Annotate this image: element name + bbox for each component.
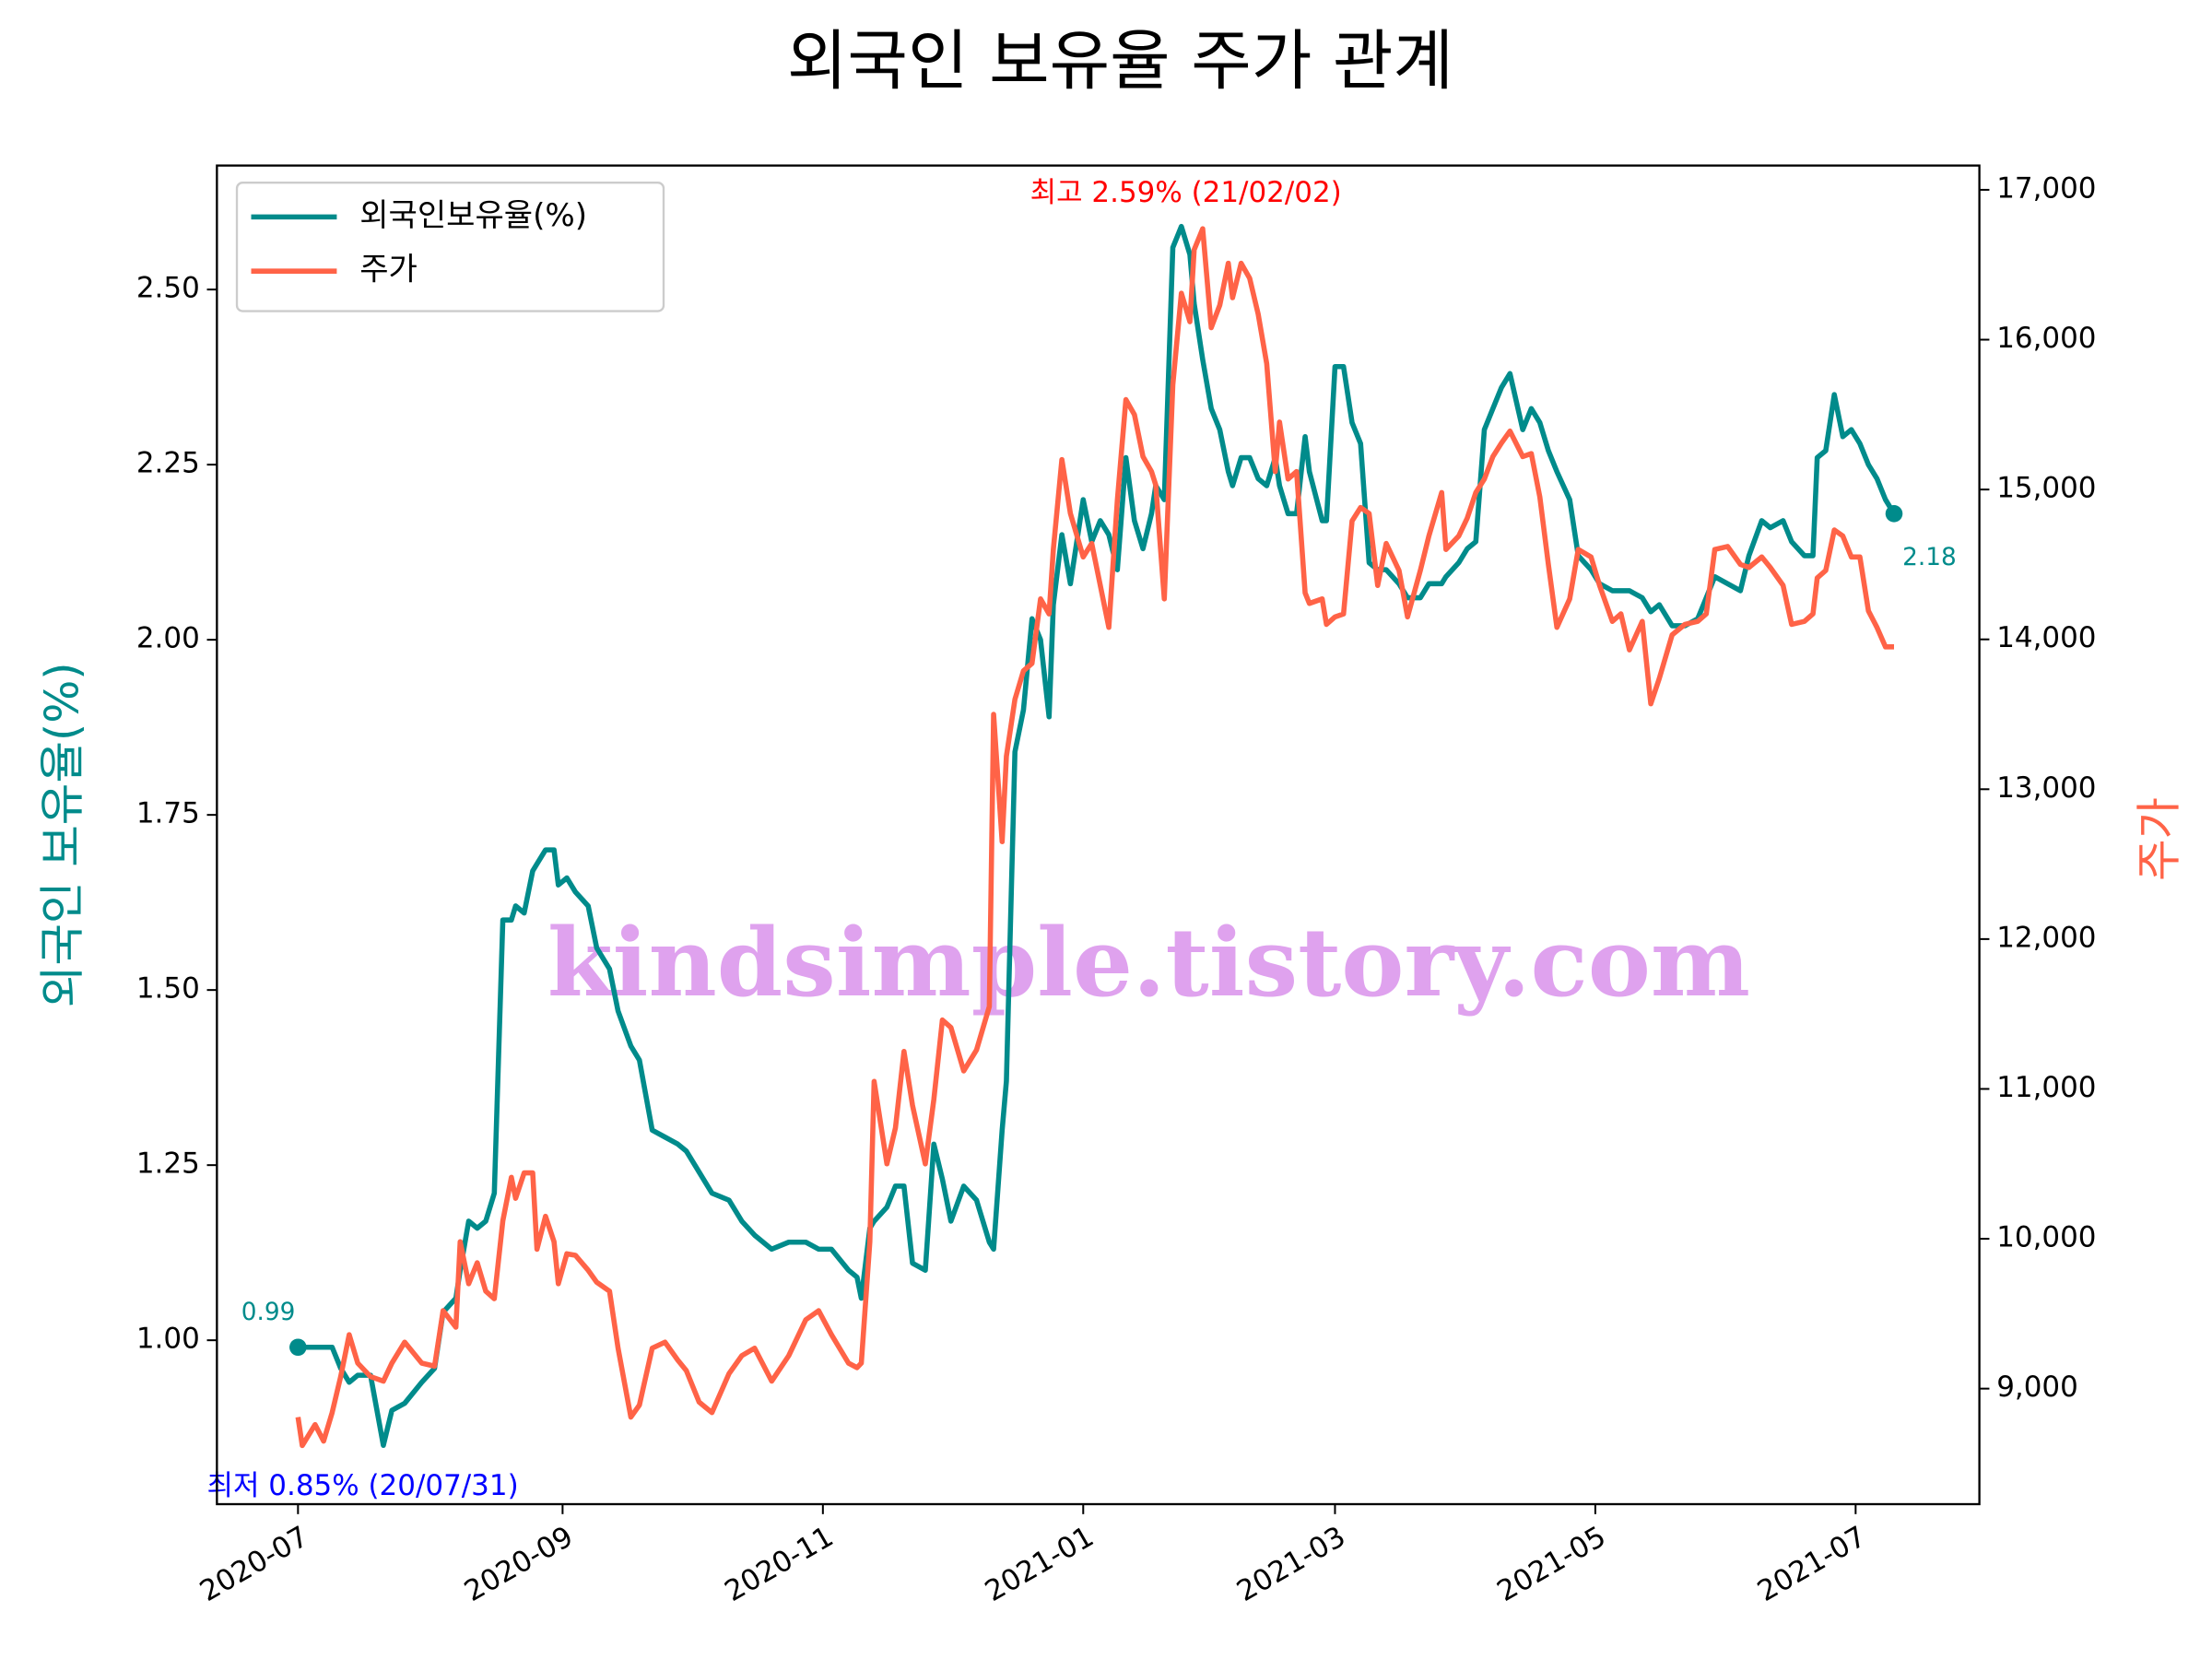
y2-tick-label: 13,000 [1996,771,2096,805]
legend: 외국인보유율(%) 주가 [235,182,665,312]
legend-label: 주가 [359,252,418,288]
y-tick-label: 1.50 [136,972,200,1006]
legend-box [235,182,665,312]
point-marker [1885,505,1903,523]
y-tick-label: 2.25 [136,447,200,480]
data-line [295,226,1895,1449]
y2-tick-label: 9,000 [1996,1371,2078,1404]
annotation: 최고 2.59% (21/02/02) [1030,176,1342,209]
data-line [298,223,1897,1448]
y2-tick-label: 14,000 [1996,621,2096,654]
y-tick-label: 1.25 [136,1147,200,1181]
annotation: 최저 0.85% (20/07/31) [207,1469,519,1502]
chart-title: 외국인 보유율 주가 관계 [787,23,1453,100]
y2-tick-label: 17,000 [1996,171,2096,205]
point-marker [289,1338,307,1357]
watermark: kindsimple.tistory.com [547,908,1750,1018]
plot-frame [216,164,1981,1506]
y2-tick-label: 16,000 [1996,322,2096,355]
y-tick-label: 1.75 [136,797,200,830]
y2-axis-label: 주가 [2132,797,2185,881]
y-tick-label: 1.00 [136,1323,200,1356]
legend-label: 외국인보유율(%) [359,197,587,234]
point-label: 2.18 [1902,544,1957,571]
point-label: 0.99 [241,1299,296,1326]
y-tick-label: 2.00 [136,622,200,655]
y-tick-label: 2.50 [136,272,200,305]
y-axis-label: 외국인 보유율(%) [36,662,89,1007]
y2-tick-label: 10,000 [1996,1221,2096,1254]
y2-tick-label: 12,000 [1996,921,2096,954]
y2-tick-label: 15,000 [1996,472,2096,505]
y2-tick-label: 11,000 [1996,1071,2096,1104]
